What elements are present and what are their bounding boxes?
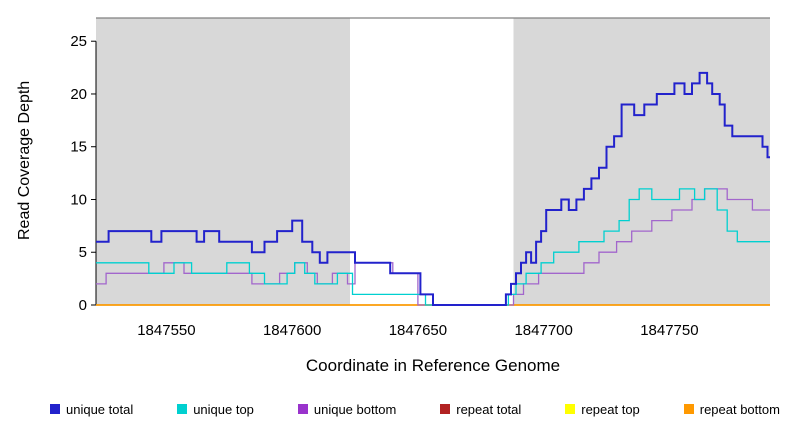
series-unique-total-line: [96, 71, 770, 306]
y-tick-label: 5: [79, 244, 87, 261]
legend: unique total unique top unique bottom re…: [50, 400, 780, 418]
shaded-region: [96, 18, 351, 305]
x-tick-label: 1847650: [389, 322, 447, 339]
legend-label: unique top: [193, 401, 254, 417]
shaded-region: [513, 18, 770, 305]
x-tick-label: 1847750: [640, 322, 698, 339]
x-tick-label: 1847600: [263, 322, 321, 339]
repeat-bottom-swatch-icon: [683, 404, 694, 414]
x-tick-label: 1847700: [514, 322, 572, 339]
series-unique-top-line: [96, 188, 770, 306]
legend-item-repeat-bottom: repeat bottom: [683, 401, 780, 417]
legend-item-repeat-top: repeat top: [565, 402, 640, 417]
legend-label: repeat top: [581, 401, 640, 417]
legend-item-unique-bottom: unique bottom: [297, 401, 397, 417]
y-tick-label: 10: [70, 191, 87, 208]
legend-label: unique bottom: [313, 401, 397, 417]
y-tick-label: 0: [79, 297, 87, 314]
y-tick-label: 15: [70, 139, 87, 156]
x-axis-title: Coordinate in Reference Genome: [305, 356, 561, 375]
unique-bottom-swatch-icon: [297, 404, 308, 414]
repeat-total-swatch-icon: [440, 404, 451, 414]
repeat-top-swatch-icon: [565, 404, 576, 414]
legend-label: unique total: [66, 401, 134, 417]
legend-label: repeat total: [456, 401, 522, 417]
y-tick-label: 25: [70, 33, 87, 50]
legend-item-unique-top: unique top: [177, 402, 254, 417]
y-axis-title: Read Coverage Depth: [16, 80, 33, 240]
unique-total-swatch-icon: [50, 404, 60, 414]
x-tick-label: 1847550: [137, 322, 195, 339]
legend-item-repeat-total: repeat total: [440, 402, 521, 417]
legend-item-unique-total: unique total: [50, 402, 133, 417]
unique-top-swatch-icon: [177, 404, 188, 414]
y-tick-label: 20: [70, 86, 87, 103]
legend-label: repeat bottom: [699, 401, 780, 417]
